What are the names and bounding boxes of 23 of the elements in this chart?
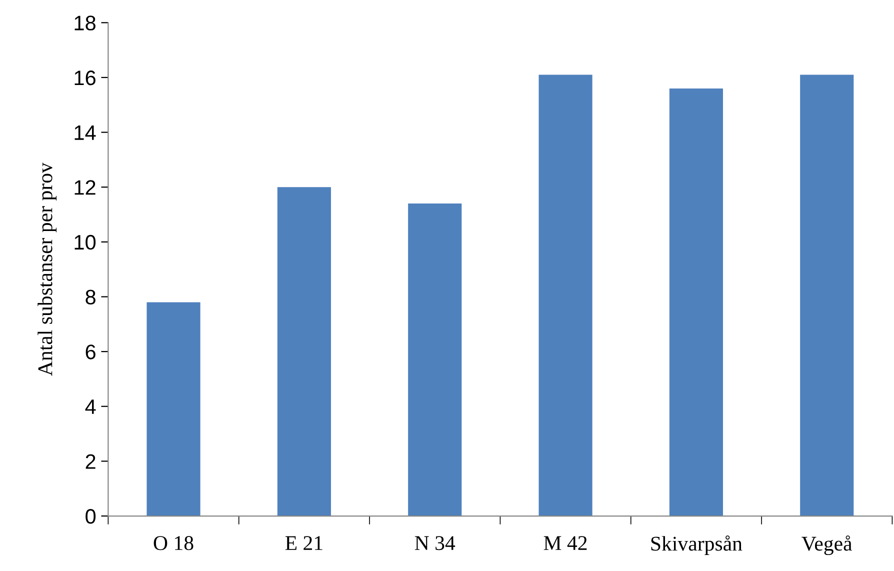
y-tick-label: 12	[74, 180, 96, 195]
y-tick-label: 6	[86, 344, 96, 360]
x-tick-label: Vegeå	[802, 535, 852, 556]
bar	[669, 88, 723, 516]
y-tick-label: 18	[74, 16, 96, 30]
bar	[408, 204, 462, 516]
y-tick-label: 10	[74, 234, 96, 250]
y-tick-label: 0	[86, 509, 96, 524]
bar	[277, 187, 331, 516]
bar	[538, 74, 592, 516]
bar	[800, 74, 854, 516]
x-tick-label: N 34	[414, 536, 456, 550]
x-tick-label: Skivarpsån	[651, 535, 742, 555]
y-tick-label: 8	[86, 290, 96, 305]
y-tick-label: 2	[86, 454, 96, 469]
y-tick-label: 14	[74, 126, 96, 140]
y-axis-title: Antal substanser per prov	[38, 162, 57, 376]
x-tick-label: O 18	[154, 536, 194, 550]
y-tick-label: 4	[85, 400, 96, 414]
x-tick-label: M 42	[544, 536, 587, 550]
y-tick-label: 16	[74, 70, 96, 86]
bar	[146, 302, 200, 516]
x-tick-label: E 21	[285, 536, 322, 550]
